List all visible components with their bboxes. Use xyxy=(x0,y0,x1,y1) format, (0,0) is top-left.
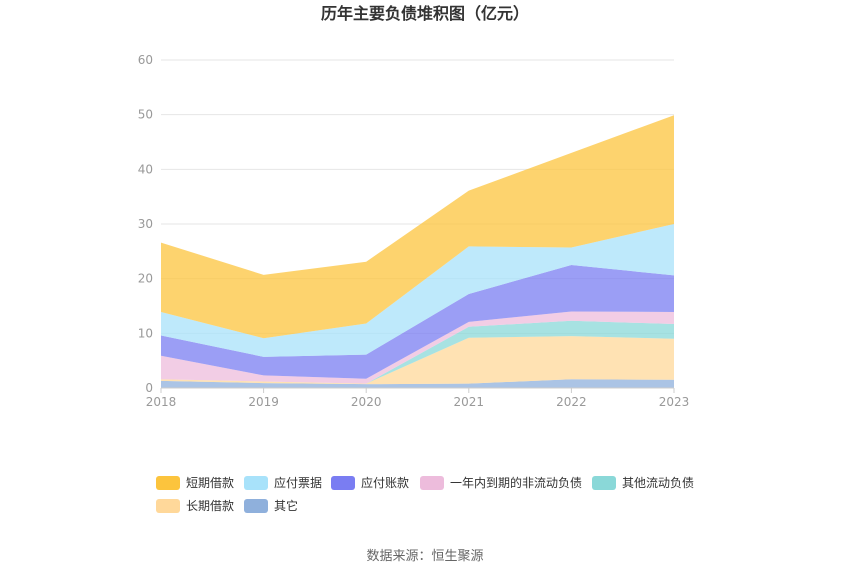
chart-title: 历年主要负债堆积图（亿元） xyxy=(321,4,529,23)
legend-swatch xyxy=(420,476,444,490)
source-note: 数据来源：恒生聚源 xyxy=(366,549,483,564)
area-0 xyxy=(161,379,674,388)
y-tick-label: 20 xyxy=(138,272,153,286)
legend-swatch xyxy=(331,476,355,490)
y-axis-ticks: 0 10 20 30 40 50 60 xyxy=(138,53,153,395)
y-tick-label: 50 xyxy=(138,108,153,122)
y-tick-label: 30 xyxy=(138,217,153,231)
x-tick-label: 2022 xyxy=(556,395,587,409)
area-5 xyxy=(161,224,674,357)
legend-swatch xyxy=(156,499,180,513)
y-tick-label: 10 xyxy=(138,326,153,340)
x-tick-label: 2021 xyxy=(454,395,485,409)
legend-label: 应付票据 xyxy=(274,475,322,490)
area-2 xyxy=(161,320,674,384)
area-4 xyxy=(161,265,674,379)
y-tick-label: 40 xyxy=(138,162,153,176)
legend-label: 一年内到期的非流动负债 xyxy=(450,475,582,490)
y-tick-label: 60 xyxy=(138,53,153,67)
area-series xyxy=(161,115,674,388)
x-tick-label: 2023 xyxy=(659,395,690,409)
x-axis: 2018 2019 2020 2021 2022 2023 xyxy=(146,387,690,409)
x-tick-label: 2018 xyxy=(146,395,177,409)
legend-swatch xyxy=(156,476,180,490)
legend-label: 短期借款 xyxy=(186,476,234,490)
area-1 xyxy=(161,336,674,385)
x-tick-label: 2019 xyxy=(248,395,279,409)
area-6 xyxy=(161,115,674,339)
legend-label: 应付账款 xyxy=(361,475,409,490)
legend-swatch xyxy=(244,476,268,490)
area-3 xyxy=(161,311,674,384)
legend-swatch xyxy=(592,476,616,490)
legend-label: 其它 xyxy=(274,498,298,513)
y-tick-label: 0 xyxy=(145,381,153,395)
x-tick-label: 2020 xyxy=(351,395,382,409)
legend-label: 长期借款 xyxy=(186,499,234,513)
legend-label: 其他流动负债 xyxy=(622,476,694,490)
legend-swatch xyxy=(244,499,268,513)
